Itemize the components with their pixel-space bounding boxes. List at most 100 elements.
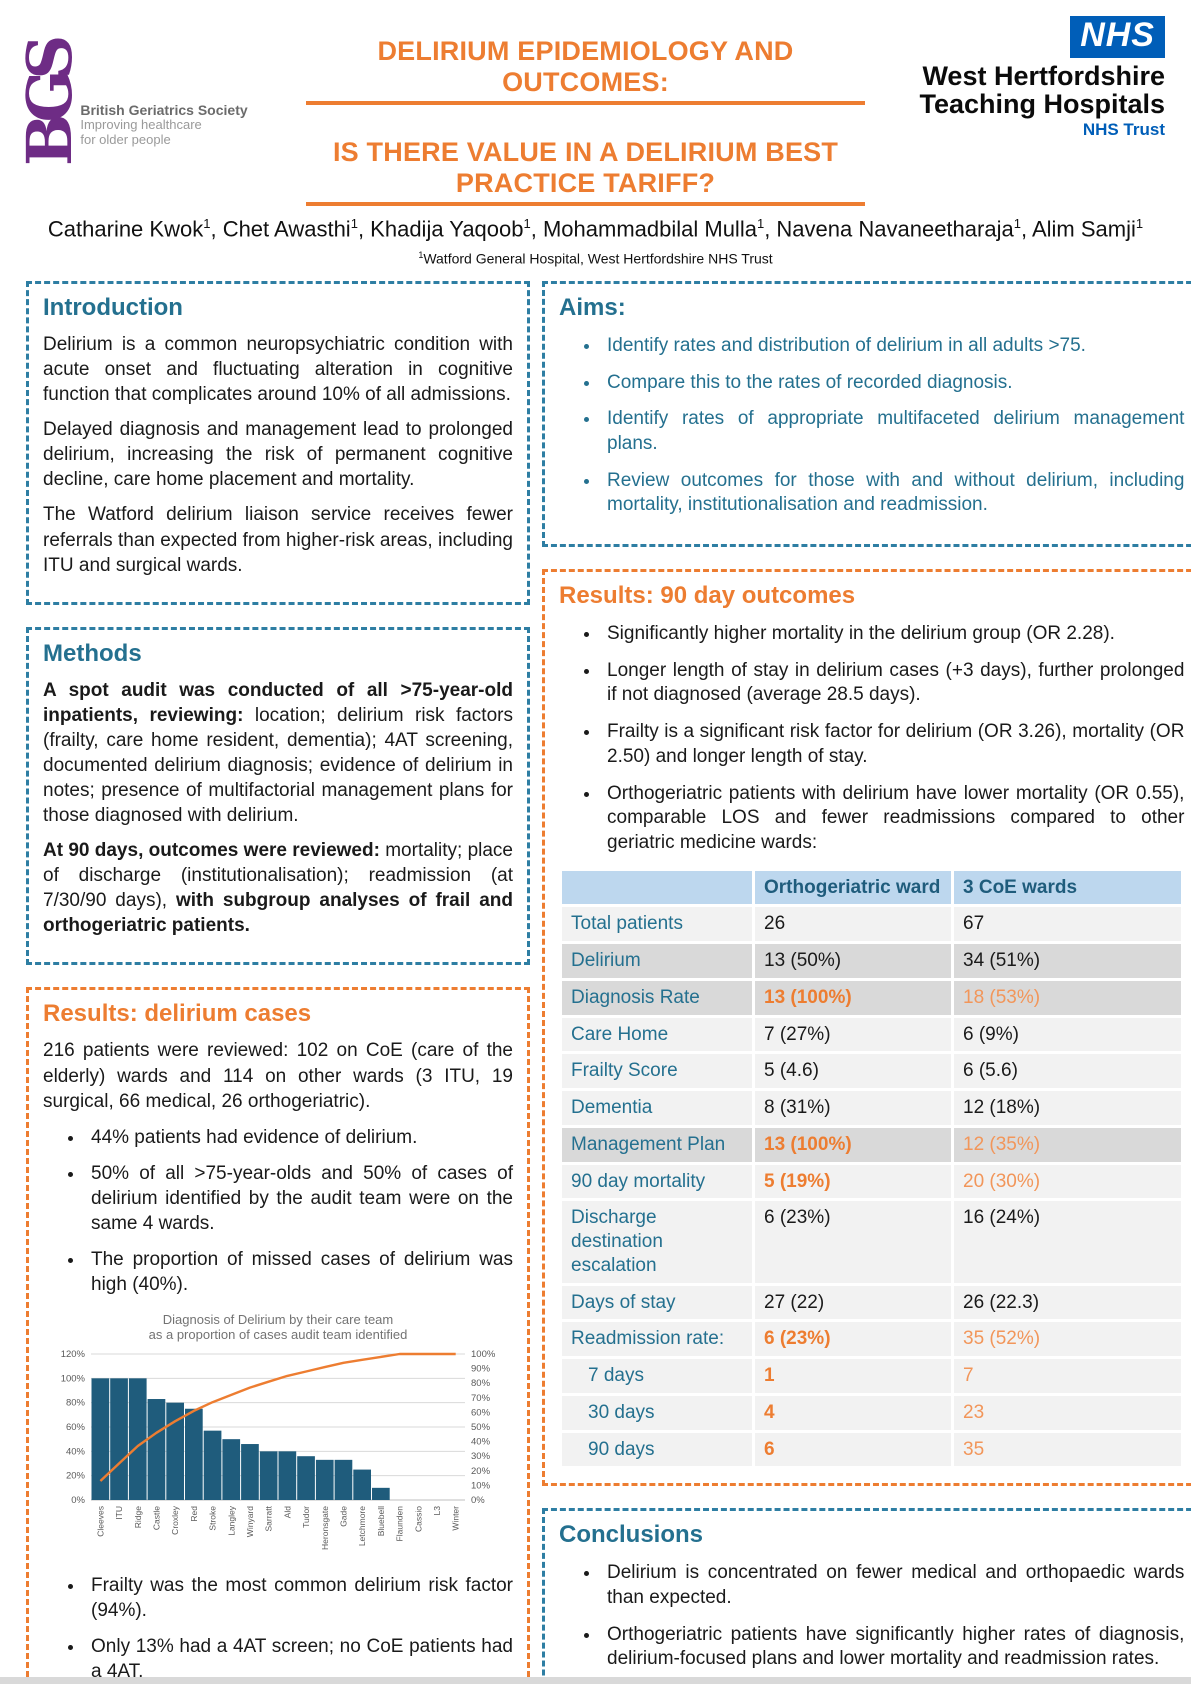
results-90day-bullets: Significantly higher mortality in the de… <box>559 622 1184 856</box>
aims-heading: Aims: <box>559 293 626 321</box>
nhs-trust-logo: NHS West Hertfordshire Teaching Hospital… <box>865 14 1165 140</box>
svg-text:80%: 80% <box>66 1397 86 1408</box>
outcomes-table-row: Readmission rate: 6 (23%) 35 (52%) <box>562 1322 1182 1357</box>
svg-text:40%: 40% <box>471 1436 491 1447</box>
outcomes-table-row: 7 days 1 7 <box>562 1359 1182 1393</box>
svg-text:100%: 100% <box>61 1373 86 1384</box>
svg-text:Flaunden: Flaunden <box>395 1506 405 1542</box>
methods-paragraph-2: At 90 days, outcomes were reviewed: mort… <box>43 840 513 937</box>
outcomes-table: Orthogeriatric ward 3 CoE wards Total pati… <box>559 868 1184 1470</box>
svg-text:Langley: Langley <box>226 1505 236 1536</box>
bgs-society-name: British Geriatrics Society <box>80 102 248 119</box>
svg-text:80%: 80% <box>471 1378 491 1389</box>
svg-text:Gade: Gade <box>338 1506 348 1527</box>
poster-title: DELIRIUM EPIDEMIOLOGY AND OUTCOMES: IS T… <box>306 14 865 206</box>
title-line-1: DELIRIUM EPIDEMIOLOGY AND OUTCOMES: <box>306 36 865 105</box>
outcomes-table-row: Discharge destination escalation 6 (23%) 1… <box>562 1201 1182 1283</box>
svg-text:Tudor: Tudor <box>301 1506 311 1528</box>
methods-heading: Methods <box>43 639 142 667</box>
svg-text:100%: 100% <box>471 1349 496 1360</box>
left-column: Introduction Delirium is a common neurop… <box>26 280 530 1684</box>
introduction-paragraph: Delirium is a common neuropsychiatric co… <box>43 333 513 406</box>
outcomes-table-row: 90 days 6 35 <box>562 1432 1182 1467</box>
results-cases-bullets-1: 44% patients had evidence of delirium.50… <box>43 1126 513 1298</box>
introduction-paragraphs: Delirium is a common neuropsychiatric co… <box>43 332 513 578</box>
results-cases-bullets-2: Frailty was the most common delirium ris… <box>43 1574 513 1684</box>
outcomes-table-row: Care Home 7 (27%) 6 (9%) <box>562 1017 1182 1052</box>
svg-text:60%: 60% <box>66 1422 86 1433</box>
svg-text:L3: L3 <box>432 1506 442 1516</box>
outcomes-table-row: Dementia 8 (31%) 12 (18%) <box>562 1091 1182 1125</box>
bgs-tagline-1: Improving healthcare <box>80 117 202 133</box>
svg-text:Castle: Castle <box>151 1506 161 1530</box>
introduction-paragraph: Delayed diagnosis and management lead to… <box>43 419 513 491</box>
page-bottom-edge <box>0 1677 1191 1684</box>
svg-text:Winyard: Winyard <box>245 1506 255 1537</box>
svg-text:Letchmore: Letchmore <box>357 1506 367 1546</box>
results-delirium-cases-section: Results: delirium cases 216 patients wer… <box>26 987 530 1684</box>
title-line-2: IS THERE VALUE IN A DELIRIUM BEST PRACTI… <box>306 137 865 206</box>
right-column: Aims: Identify rates and distribution of… <box>542 280 1191 1684</box>
introduction-section: Introduction Delirium is a common neurop… <box>26 280 530 605</box>
introduction-heading: Introduction <box>43 293 183 321</box>
svg-text:0%: 0% <box>471 1495 485 1506</box>
outcomes-table-row: Management Plan 13 (100%) 12 (35%) <box>562 1127 1182 1162</box>
svg-text:Red: Red <box>189 1506 199 1522</box>
svg-text:Bluebell: Bluebell <box>376 1506 386 1536</box>
svg-text:10%: 10% <box>471 1480 491 1491</box>
svg-text:Cassio: Cassio <box>413 1506 423 1532</box>
outcomes-table-row: Frailty Score 5 (4.6) 6 (5.6) <box>562 1054 1182 1089</box>
conclusions-bullets: Delirium is concentrated on fewer medica… <box>559 1561 1184 1684</box>
svg-text:90%: 90% <box>471 1363 491 1374</box>
results-cases-heading: Results: delirium cases <box>43 1000 312 1028</box>
authors-line: Catharine Kwok1, Chet Awasthi1, Khadija … <box>47 216 1144 242</box>
svg-text:50%: 50% <box>471 1422 491 1433</box>
results-90day-heading: Results: 90 day outcomes <box>559 582 856 610</box>
svg-text:Diagnosis of Delirium by their: Diagnosis of Delirium by their care team <box>163 1312 393 1327</box>
svg-text:20%: 20% <box>66 1470 86 1481</box>
bgs-logo-icon: BGS <box>13 44 86 166</box>
svg-text:Ridge: Ridge <box>133 1506 143 1528</box>
trust-name-1: West Hertfordshire <box>922 60 1165 91</box>
aims-bullets: Identify rates and distribution of delir… <box>559 334 1184 518</box>
outcomes-table-row: Days of stay 27 (22) 26 (22.3) <box>562 1285 1182 1320</box>
bgs-logo: BGS British Geriatrics Society Improving… <box>13 14 306 166</box>
svg-text:Ald: Ald <box>282 1506 292 1519</box>
svg-text:Sarratt: Sarratt <box>264 1505 274 1531</box>
aims-section: Aims: Identify rates and distribution of… <box>542 280 1191 548</box>
svg-text:Winter: Winter <box>451 1506 461 1531</box>
methods-section: Methods A spot audit was conducted of al… <box>26 626 530 966</box>
pareto-chart-diagnosis: Diagnosis of Delirium by their care team… <box>61 1312 496 1550</box>
svg-text:60%: 60% <box>471 1407 491 1418</box>
svg-text:as a proportion of cases audit: as a proportion of cases audit team iden… <box>149 1327 408 1342</box>
svg-text:Cleeves: Cleeves <box>95 1506 105 1537</box>
affiliation-line: 1Watford General Hospital, West Hertford… <box>418 250 773 267</box>
outcomes-table-row: Delirium 13 (50%) 34 (51%) <box>562 944 1182 978</box>
introduction-paragraph: The Watford delirium liaison service rec… <box>43 504 513 576</box>
svg-text:0%: 0% <box>71 1495 85 1506</box>
svg-text:40%: 40% <box>66 1446 86 1457</box>
svg-text:Croxley: Croxley <box>170 1505 180 1535</box>
outcomes-table-row: 90 day mortality 5 (19%) 20 (30%) <box>562 1164 1182 1199</box>
results-cases-intro: 216 patients were reviewed: 102 on CoE (… <box>43 1040 513 1112</box>
trust-name-3: NHS Trust <box>1082 120 1165 140</box>
svg-text:Heronsgate: Heronsgate <box>320 1506 330 1550</box>
trust-name-2: Teaching Hospitals <box>919 89 1165 120</box>
bgs-tagline-2: for older people <box>80 132 171 148</box>
nhs-logo-icon: NHS <box>1070 16 1165 58</box>
svg-text:ITU: ITU <box>114 1506 124 1520</box>
conclusions-section: Conclusions Delirium is concentrated on … <box>542 1508 1191 1684</box>
svg-text:70%: 70% <box>471 1393 491 1404</box>
methods-paragraph-1: A spot audit was conducted of all >75-ye… <box>43 679 513 827</box>
outcomes-table-row: 30 days 4 23 <box>562 1395 1182 1430</box>
conclusions-heading: Conclusions <box>559 1521 704 1549</box>
poster-header: BGS British Geriatrics Society Improving… <box>13 14 1165 206</box>
results-90day-section: Results: 90 day outcomes Significantly h… <box>542 569 1191 1487</box>
outcomes-table-header-row: Orthogeriatric ward 3 CoE wards <box>562 870 1182 905</box>
svg-text:Stroke: Stroke <box>208 1506 218 1531</box>
svg-text:30%: 30% <box>471 1451 491 1462</box>
svg-text:20%: 20% <box>471 1466 491 1477</box>
outcomes-table-row: Total patients 26 67 <box>562 907 1182 942</box>
svg-text:120%: 120% <box>61 1349 86 1360</box>
